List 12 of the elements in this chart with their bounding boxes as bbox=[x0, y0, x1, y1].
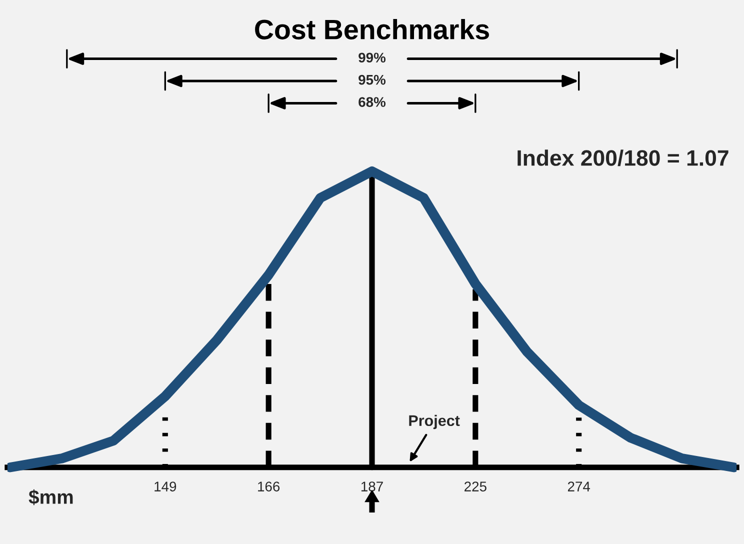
x-tick-label: 225 bbox=[464, 482, 486, 492]
x-tick-label: 274 bbox=[568, 482, 590, 492]
text: 99% bbox=[358, 52, 386, 63]
x-tick-label: 166 bbox=[258, 482, 280, 492]
text: 68% bbox=[358, 97, 386, 107]
text: Index 200/180 = 1.07 bbox=[518, 150, 728, 166]
x-tick-label: 149 bbox=[154, 482, 176, 492]
annotation: Project bbox=[409, 414, 460, 430]
x-axis-title: $mm bbox=[28, 489, 73, 506]
text: 95% bbox=[358, 74, 386, 85]
chart-title: Cost Benchmarks bbox=[255, 19, 489, 40]
x-tick-label: 187 bbox=[361, 482, 383, 492]
